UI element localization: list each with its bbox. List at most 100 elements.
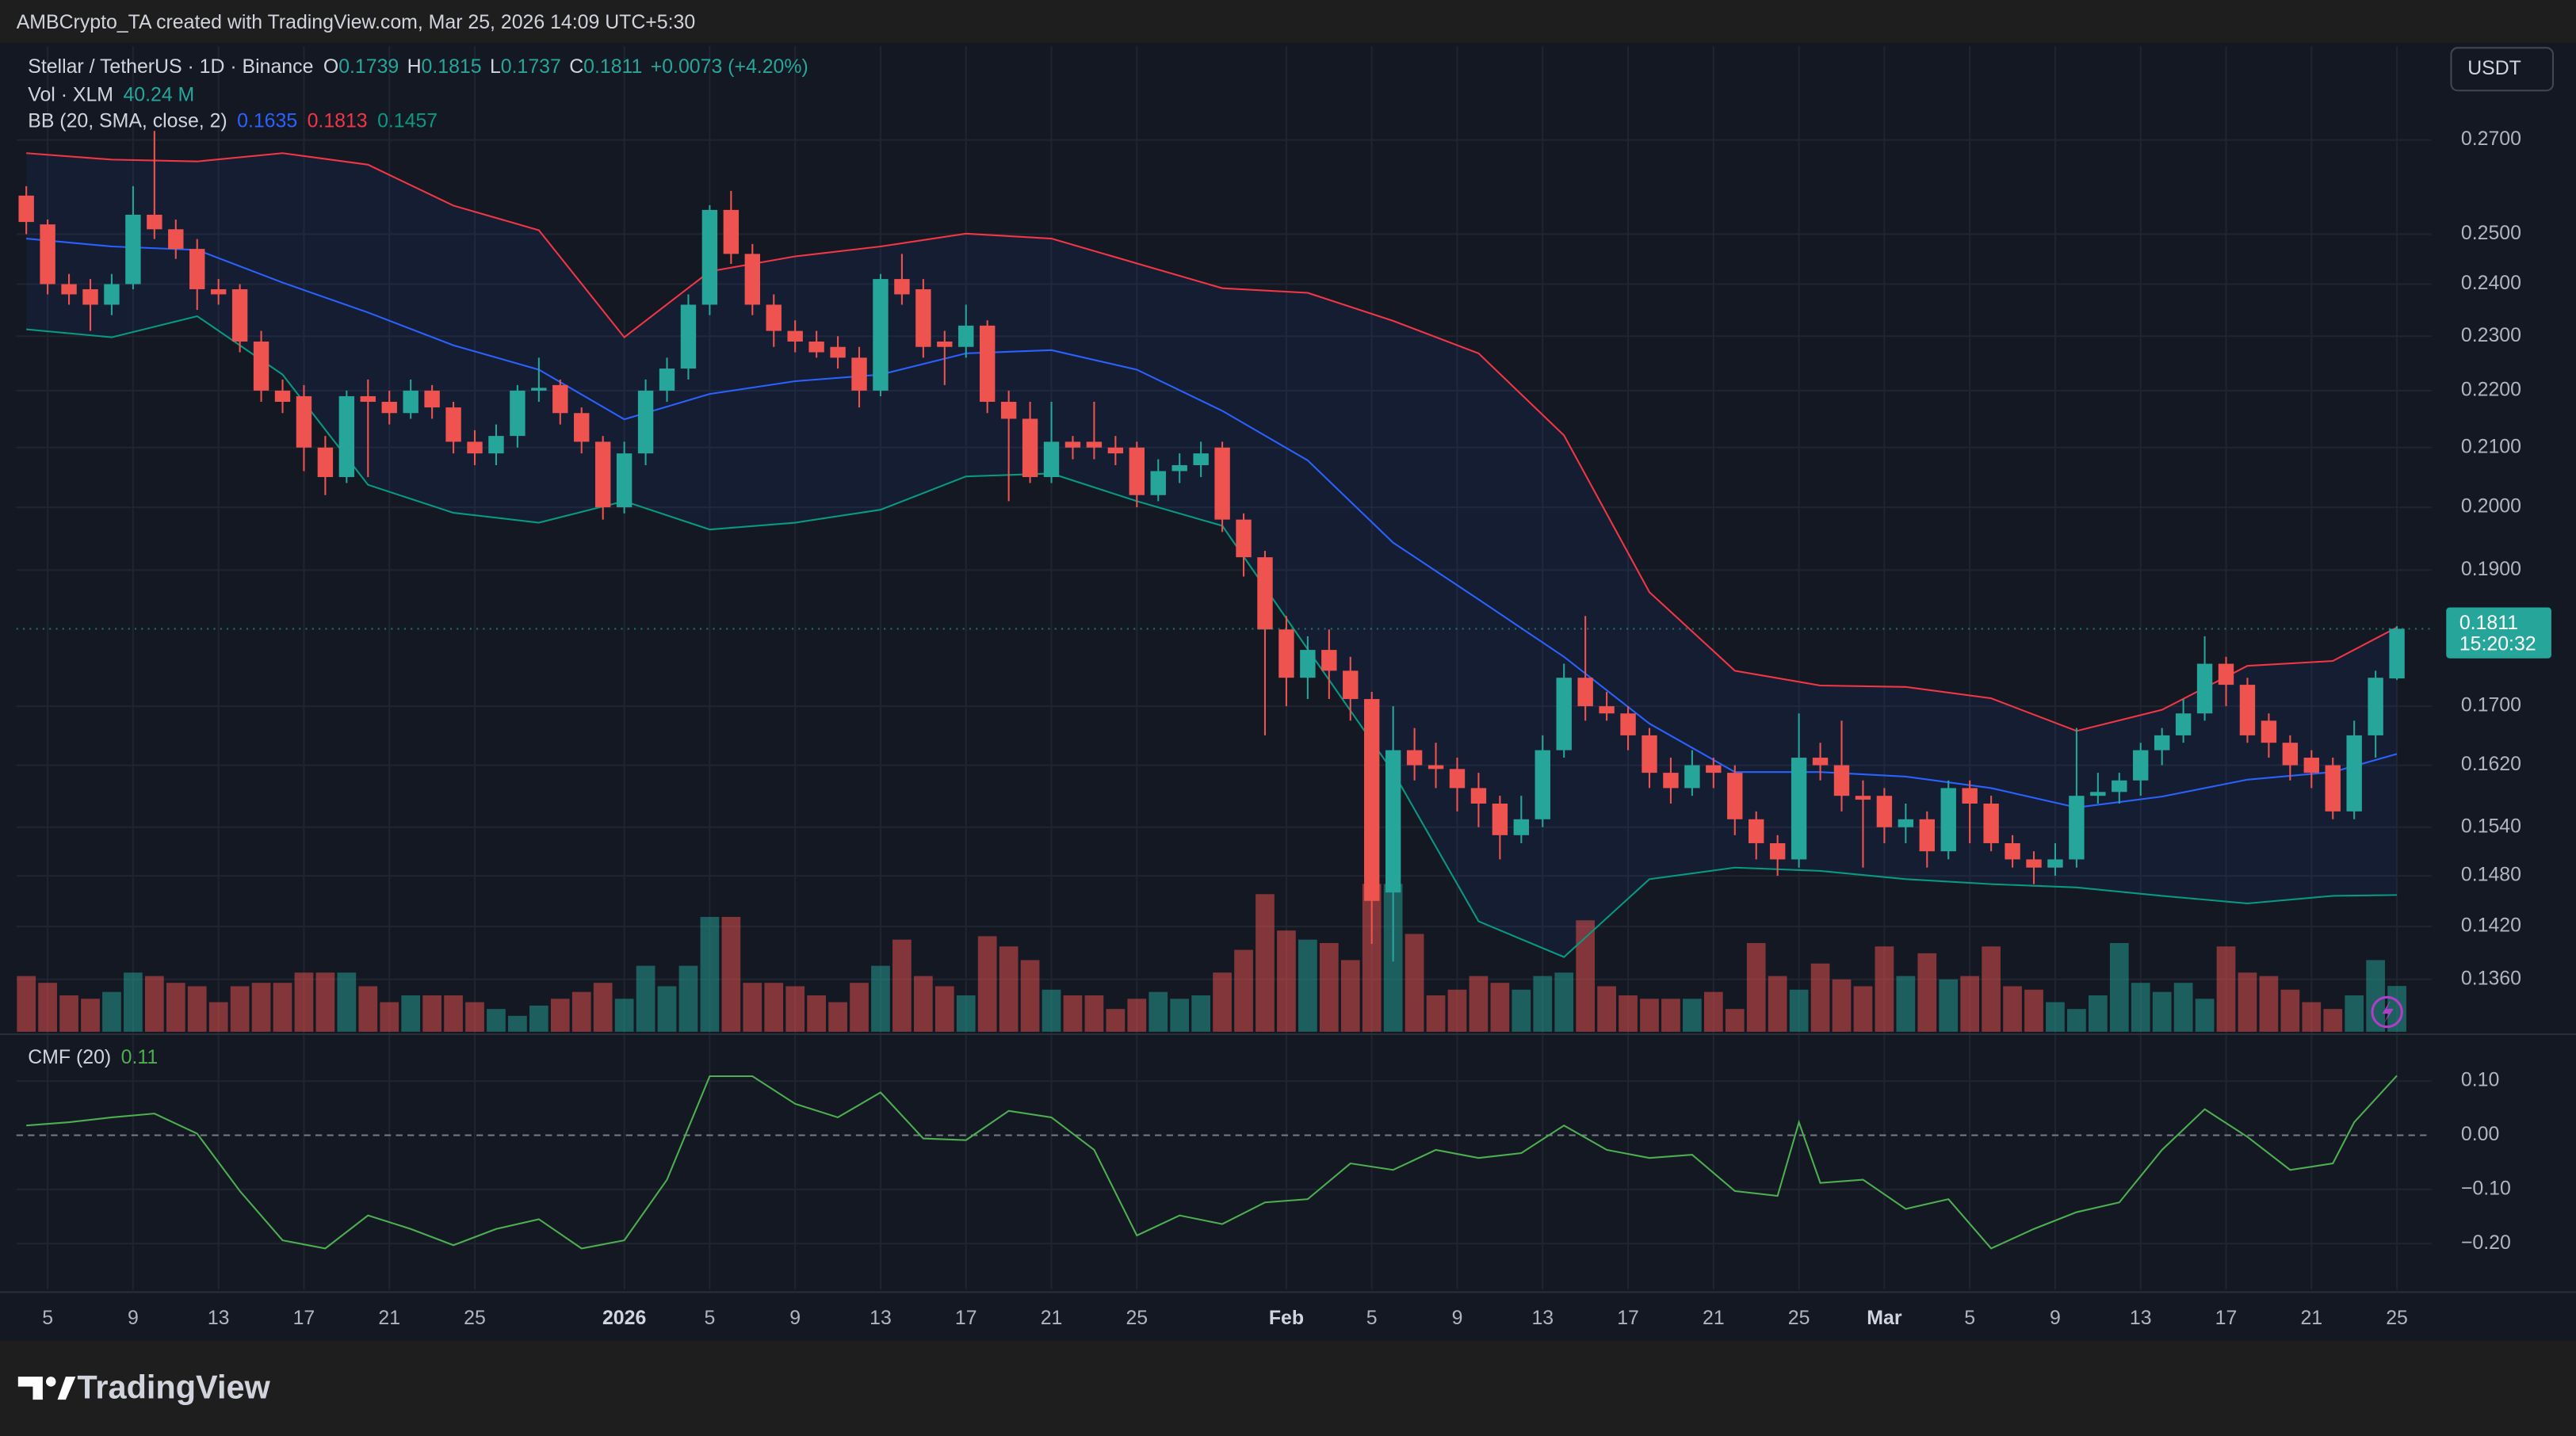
open-value: 0.1739 <box>338 55 399 78</box>
candle-body <box>2090 792 2106 796</box>
candle-body <box>18 195 34 223</box>
x-tick-label: 13 <box>208 1307 230 1329</box>
volume-bar <box>273 983 292 1032</box>
candle-body <box>616 453 633 508</box>
candle-body <box>1343 670 1359 700</box>
price-label: 0.1811 <box>2459 612 2518 634</box>
volume-bar <box>1106 1009 1126 1032</box>
currency-button[interactable]: USDT <box>2450 47 2555 92</box>
volume-bar <box>208 1002 228 1032</box>
brand-logo: TradingView <box>17 1369 271 1406</box>
volume-bar <box>914 976 933 1032</box>
bb-upper-value: 0.1813 <box>308 109 368 132</box>
candle-body <box>1492 803 1508 835</box>
volume-bar <box>1725 1009 1745 1032</box>
x-tick-label: 25 <box>464 1307 486 1329</box>
volume-bar <box>1298 939 1317 1032</box>
volume-bar <box>807 995 826 1032</box>
x-tick-label: 25 <box>2386 1307 2408 1329</box>
candle-body <box>403 390 419 414</box>
candle-body <box>701 209 718 305</box>
candle-body <box>2346 735 2362 812</box>
volume-bar <box>1832 979 1852 1032</box>
candle-body <box>2389 628 2405 679</box>
volume-bar <box>17 976 36 1032</box>
volume-bar <box>700 916 720 1032</box>
candle-body <box>2175 713 2192 735</box>
candle-body <box>424 390 440 408</box>
volume-bar <box>1661 999 1680 1032</box>
volume-bar <box>1746 942 1766 1032</box>
volume-bar <box>1960 976 1980 1032</box>
candle-body <box>1833 765 1850 796</box>
cmf-name: CMF (20) <box>28 1046 111 1068</box>
volume-bar <box>38 983 57 1032</box>
x-tick-label: 17 <box>955 1307 977 1329</box>
candle-body <box>40 224 55 285</box>
volume-bar <box>1597 986 1616 1032</box>
x-tick-label: 13 <box>869 1307 892 1329</box>
volume-bar <box>892 939 912 1032</box>
x-tick-label: 21 <box>378 1307 400 1329</box>
volume-bar <box>1405 934 1424 1032</box>
volume-bar <box>294 972 314 1032</box>
volume-bar <box>2024 989 2043 1032</box>
candle-body <box>1449 769 1466 789</box>
volume-bar <box>657 986 677 1032</box>
candle-body <box>2325 765 2341 812</box>
volume-bar <box>81 999 100 1032</box>
candle-body <box>1919 819 1935 852</box>
candle-body <box>1385 750 1401 893</box>
x-tick-label: 25 <box>1126 1307 1148 1329</box>
candle-body <box>1513 819 1530 835</box>
candle-body <box>1962 788 1978 804</box>
volume-bar <box>358 986 378 1032</box>
currency[interactable]: USDT <box>2467 57 2521 79</box>
candle-body <box>1898 819 1914 827</box>
volume-bar <box>187 986 207 1032</box>
ohlc-label: O <box>323 55 338 78</box>
candle-body <box>2282 743 2299 766</box>
x-tick-label: 21 <box>1703 1307 1725 1329</box>
candle-body <box>1876 796 1893 827</box>
volume-bar <box>124 972 143 1032</box>
candle-body <box>1043 441 1060 477</box>
volume-bar <box>2366 960 2385 1032</box>
y-tick-label: 0.2500 <box>2461 222 2521 244</box>
alert-icon[interactable] <box>2371 995 2403 1029</box>
volume-bar <box>1810 963 1830 1032</box>
volume-bar <box>743 983 762 1032</box>
candle-body <box>894 279 910 295</box>
x-tick-label: Feb <box>1269 1307 1304 1329</box>
candle-body <box>2047 859 2063 868</box>
candle-body <box>744 254 760 305</box>
volume-bar <box>1256 894 1275 1032</box>
candle-body <box>2026 859 2042 868</box>
volume-bar <box>1703 991 1723 1032</box>
volume-value: 40.24 M <box>123 83 194 105</box>
y-tick-label: 0.2100 <box>2461 435 2521 457</box>
y-tick-label: 0.1900 <box>2461 558 2521 580</box>
candle-body <box>1064 441 1081 448</box>
candle-body <box>1278 629 1294 678</box>
candle-body <box>1000 402 1017 419</box>
volume-bar <box>59 995 78 1032</box>
candle-body <box>958 325 974 347</box>
change: +0.0073 (+4.20%) <box>651 55 808 78</box>
x-tick-label: 17 <box>2215 1307 2238 1329</box>
button-frame[interactable] <box>2450 47 2555 92</box>
candle-body <box>317 447 334 477</box>
volume-bar <box>380 1002 399 1032</box>
volume-bar <box>1277 930 1296 1032</box>
bb-line <box>26 238 2398 808</box>
x-tick-label: 5 <box>42 1307 53 1329</box>
volume-bar <box>934 986 954 1032</box>
candle-body <box>1236 519 1252 558</box>
volume-bar <box>2216 946 2236 1032</box>
candle-body <box>2261 720 2277 743</box>
candle-body <box>1749 819 1764 843</box>
y-tick-label: 0.2300 <box>2461 324 2521 346</box>
candle-body <box>104 284 120 305</box>
candle-body <box>2133 750 2149 781</box>
